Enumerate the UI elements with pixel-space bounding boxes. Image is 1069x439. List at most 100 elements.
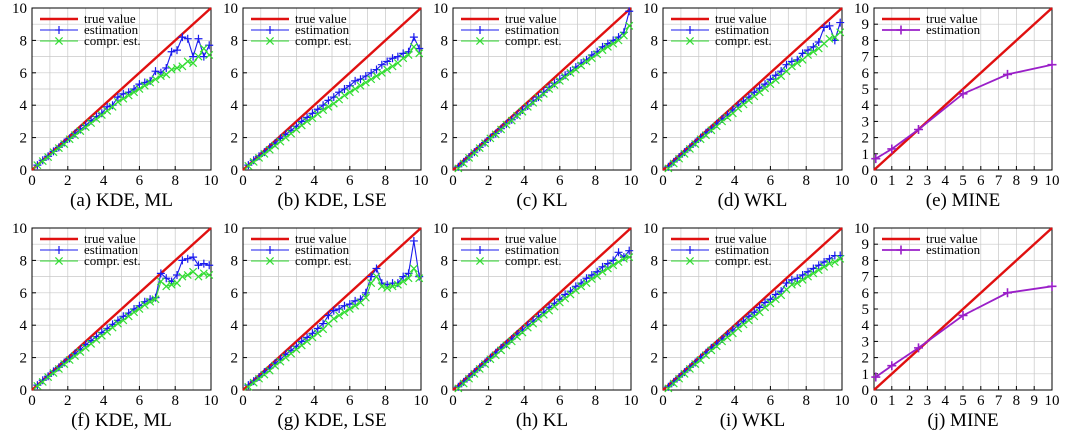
data-point [254, 374, 264, 383]
data-point [377, 282, 386, 291]
data-point [809, 264, 818, 273]
data-point [820, 23, 829, 32]
data-point [172, 46, 181, 55]
data-point [1003, 288, 1012, 298]
data-point [771, 295, 780, 304]
y-tick-label: 4 [441, 318, 449, 334]
data-point [87, 339, 96, 348]
chart-panel-1: 0 2 4 6 8 10 0 2 4 6 8 10 true valueestimationcompr.… [12, 1, 219, 211]
data-point [787, 57, 796, 66]
data-point [156, 269, 165, 278]
y-tick-label: 6 [441, 286, 449, 302]
y-tick-label: 7 [862, 270, 870, 286]
x-tick-label: 8 [382, 393, 390, 409]
data-point [513, 111, 522, 120]
data-point [836, 254, 845, 263]
data-point [97, 331, 106, 340]
legend-label: true value [715, 231, 767, 246]
legend-marker [685, 256, 695, 266]
x-tick-label: 2 [906, 173, 914, 189]
data-point [119, 312, 128, 321]
y-tick-label: 2 [862, 131, 870, 147]
data-point [755, 84, 764, 93]
data-point [276, 137, 285, 146]
data-point [292, 345, 301, 354]
x-tick-label: 8 [1013, 393, 1021, 409]
data-point [825, 21, 834, 30]
y-tick-label: 8 [231, 33, 239, 49]
data-point [545, 84, 554, 94]
data-point [803, 50, 813, 60]
data-point [415, 44, 424, 53]
data-point [297, 121, 306, 130]
data-point [156, 72, 165, 81]
y-tick-label: 10 [223, 221, 238, 237]
legend-label: compr. est. [295, 33, 352, 48]
series-compr-est- [244, 264, 424, 391]
data-point [415, 49, 424, 58]
data-point [1047, 60, 1057, 70]
data-point [755, 303, 764, 312]
legend-label: estimation [926, 22, 981, 37]
y-tick-label: 6 [231, 286, 239, 302]
data-point [92, 114, 101, 123]
x-tick-label: 2 [485, 173, 493, 189]
data-point [609, 261, 618, 270]
data-point [303, 337, 312, 346]
data-point [603, 42, 612, 51]
data-point [167, 280, 176, 289]
data-point [571, 286, 580, 295]
legend-marker [475, 256, 485, 266]
data-point [739, 100, 748, 109]
panel-caption: (f) KDE, ML [71, 410, 172, 431]
data-point [319, 101, 328, 110]
y-tick-label: 6 [862, 286, 870, 302]
y-tick-label: 2 [651, 351, 659, 367]
data-point [820, 262, 829, 271]
data-point [260, 149, 269, 158]
y-tick-label: 8 [651, 33, 659, 49]
data-point [393, 52, 402, 61]
data-point [351, 84, 360, 94]
data-point [566, 68, 575, 77]
x-tick-label: 10 [204, 393, 219, 409]
data-point [399, 49, 408, 58]
x-tick-label: 2 [275, 393, 283, 409]
series-compr-est- [33, 267, 214, 390]
y-tick-label: 3 [862, 334, 870, 350]
series-compr-est- [33, 44, 214, 170]
data-point [782, 279, 791, 288]
data-point [119, 316, 128, 325]
data-point [313, 324, 322, 333]
data-point [49, 148, 58, 157]
data-point [361, 293, 370, 302]
data-point [696, 135, 705, 144]
series-estimation [454, 246, 634, 391]
data-point [345, 304, 354, 314]
data-point [249, 157, 258, 166]
legend-marker [265, 36, 275, 46]
data-point [691, 360, 700, 369]
legend-label: estimation [505, 22, 560, 37]
x-tick-label: 0 [449, 393, 457, 409]
data-point [761, 84, 770, 93]
data-point [609, 256, 618, 265]
legend-label: true value [505, 11, 557, 26]
plot-frame [452, 227, 632, 391]
data-point [194, 52, 203, 61]
data-point [119, 94, 128, 103]
data-point [265, 145, 274, 154]
y-tick-label: 3 [862, 114, 870, 130]
panel-caption: (b) KDE, LSE [277, 190, 386, 211]
data-point [744, 96, 753, 105]
data-point [782, 60, 791, 69]
data-point [92, 335, 101, 344]
x-tick-label: 8 [171, 173, 179, 189]
x-tick-label: 4 [100, 393, 108, 409]
x-tick-label: 6 [136, 393, 144, 409]
x-tick-label: 4 [310, 173, 318, 189]
data-point [178, 272, 187, 281]
